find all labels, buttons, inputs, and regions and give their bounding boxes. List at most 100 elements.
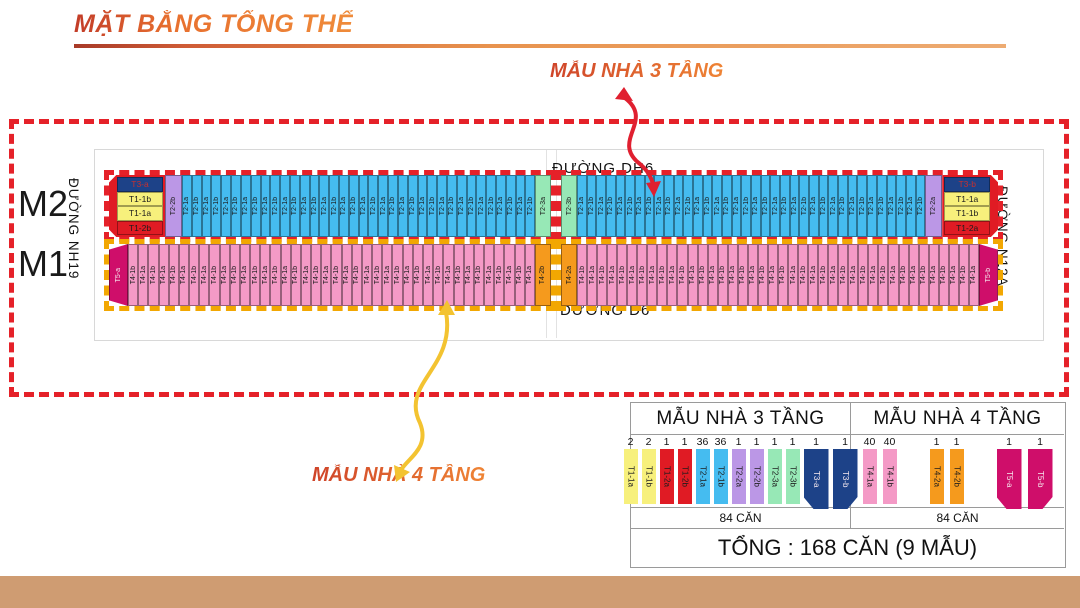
lot-T4-1b: T4-1b	[838, 244, 849, 306]
lot-T2-1a: T2-1a	[751, 175, 761, 237]
lot-T4-1b: T4-1b	[514, 244, 525, 306]
legend-header-3-floor: MẪU NHÀ 3 TẦNG	[631, 403, 851, 435]
lot-T4-1b: T4-1b	[494, 244, 505, 306]
legend-count: 1	[842, 436, 848, 448]
lot-T4-1b: T4-1b	[657, 244, 668, 306]
lot-T4-1a: T4-1a	[808, 244, 819, 306]
legend-item-T2-3b: 1 T2-3b	[785, 436, 800, 504]
lot-T2-1b: T2-1b	[289, 175, 300, 237]
lot-T4-1a: T4-1a	[321, 244, 332, 306]
legend-swatch: T2-1b	[713, 449, 728, 504]
lot-T4-1b: T4-1b	[617, 244, 628, 306]
lot-T2-1a: T2-1a	[789, 175, 800, 237]
legend-swatches-3-floor: 2 T1-1a 2 T1-1b 1 T1-2a 1 T1-2b 36 T2-1a 36 T2-1b 1 T…	[623, 435, 858, 509]
lot-T4-1b: T4-1b	[473, 244, 485, 306]
lot-T2-1a: T2-1a	[496, 175, 506, 237]
lot-T4-1a: T4-1a	[219, 244, 230, 306]
legend-swatches-4-floor: 40 T4-1a 40 T4-1b 1 T4-2a 1 T4-2b 1 T5-a 1 T5-b	[851, 435, 1064, 509]
legend-item-T2-1a: 36 T2-1a	[695, 436, 710, 504]
lot-T2-1b: T2-1b	[664, 175, 674, 237]
lot-T4-1a: T4-1a	[260, 244, 271, 306]
lot-T2-1a: T2-1a	[712, 175, 723, 237]
legend-swatch: T1-1a	[623, 449, 638, 504]
lot-T2-1a: T2-1a	[828, 175, 839, 237]
lot-T4-1b: T4-1b	[128, 244, 139, 306]
legend-total-3-floor: 84 CĂN	[631, 508, 851, 529]
lot-T2-1a: T2-1a	[809, 175, 819, 237]
lot-T4-1a: T4-1a	[948, 244, 959, 306]
callout-3-floor-label: MẪU NHÀ 3 TẦNG	[550, 60, 724, 82]
lot-T3-b: T3-b	[944, 177, 991, 192]
lot-T4-1b: T4-1b	[148, 244, 159, 306]
lot-T2-1b: T2-1b	[191, 175, 202, 237]
lot-T2-1b: T2-1b	[702, 175, 713, 237]
lot-T4-1a: T4-1a	[968, 244, 979, 306]
lot-T2-2a: T2-2a	[925, 175, 943, 237]
lot-T4-1a: T4-1a	[422, 244, 434, 306]
lot-T4-1a: T4-1a	[667, 244, 678, 306]
lot-T2-1b: T2-1b	[915, 175, 926, 237]
lot-T4-1a: T4-1a	[361, 244, 373, 306]
legend-item-T1-2a: 1 T1-2a	[659, 436, 674, 504]
lot-T4-1b: T4-1b	[331, 244, 342, 306]
lot-T4-1b: T4-1b	[290, 244, 301, 306]
legend-count: 2	[645, 436, 652, 448]
lot-T4-1a: T4-1a	[888, 244, 899, 306]
lot-T4-1b: T4-1b	[717, 244, 728, 306]
lot-T2-1a: T2-1a	[299, 175, 310, 237]
lot-T4-1b: T4-1b	[250, 244, 261, 306]
lot-T4-1a: T4-1a	[484, 244, 495, 306]
lot-T2-1b: T2-1b	[329, 175, 339, 237]
block-m1-right-half: T4-2a T4-1b T4-1a T4-1b T4-1a T4-1b T4-1a T4-1b…	[556, 239, 1003, 311]
lot-T2-1a: T2-1a	[260, 175, 271, 237]
lot-T2-1b: T2-1b	[348, 175, 359, 237]
legend-swatch: T5-b	[1027, 449, 1053, 509]
lot-T4-1a: T4-1a	[707, 244, 718, 306]
lot-T2-1b: T2-1b	[741, 175, 752, 237]
lot-T2-1b: T2-1b	[799, 175, 810, 237]
lot-T4-1b: T4-1b	[311, 244, 322, 306]
lot-T4-1a: T4-1a	[747, 244, 758, 306]
lot-T4-1a: T4-1a	[727, 244, 738, 306]
bottom-decor-band	[0, 576, 1080, 608]
lot-T2-1b: T2-1b	[250, 175, 261, 237]
lot-T4-1a: T4-1a	[199, 244, 210, 306]
lot-T2-1a: T2-1a	[437, 175, 447, 237]
corner-block-left: T3-a T1-1b T1-1a T1-2b	[109, 175, 165, 237]
lot-T2-1a: T2-1a	[456, 175, 467, 237]
legend-item-T4-2a: 1 T4-2a	[929, 436, 944, 504]
legend-table: MẪU NHÀ 3 TẦNG MẪU NHÀ 4 TẦNG 2 T1-1a 2 T1-…	[623, 402, 1066, 568]
lot-T2-1b: T2-1b	[683, 175, 694, 237]
lot-T4-1a: T4-1a	[868, 244, 879, 306]
lot-T2-1b: T2-1b	[446, 175, 457, 237]
lot-T2-1a: T2-1a	[339, 175, 349, 237]
lot-T2-1a: T2-1a	[577, 175, 587, 237]
lot-T4-1a: T4-1a	[178, 244, 190, 306]
lot-T4-2a: T4-2a	[561, 244, 577, 306]
lot-T1-1a: T1-1a	[117, 206, 163, 221]
lot-T4-1b: T4-1b	[392, 244, 403, 306]
lot-T4-1a: T4-1a	[687, 244, 698, 306]
legend-swatch: T4-1a	[862, 449, 877, 504]
lot-T2-1b: T2-1b	[525, 175, 536, 237]
lot-T4-1b: T4-1b	[189, 244, 200, 306]
lot-T4-1a: T4-1a	[300, 244, 312, 306]
lot-T4-1a: T4-1a	[647, 244, 658, 306]
legend-count: 36	[696, 436, 709, 448]
legend-swatch: T4-2b	[949, 449, 964, 504]
legend-swatch: T3-a	[803, 449, 829, 509]
red-curved-arrow	[615, 87, 661, 197]
lot-T4-2b: T4-2b	[534, 244, 551, 306]
lot-T4-1a: T4-1a	[767, 244, 778, 306]
lot-T2-1b: T2-1b	[606, 175, 616, 237]
lot-T4-1a: T4-1a	[158, 244, 169, 306]
lot-T2-1b: T2-1b	[857, 175, 868, 237]
legend-swatch: T1-2a	[659, 449, 674, 504]
lot-T4-1a: T4-1a	[504, 244, 515, 306]
lot-T2-1a: T2-1a	[319, 175, 330, 237]
lot-T4-1b: T4-1b	[229, 244, 240, 306]
legend-item-T2-2a: 1 T2-2a	[731, 436, 746, 504]
lot-T2-1a: T2-1a	[358, 175, 369, 237]
legend-swatch: T4-2a	[929, 449, 944, 504]
